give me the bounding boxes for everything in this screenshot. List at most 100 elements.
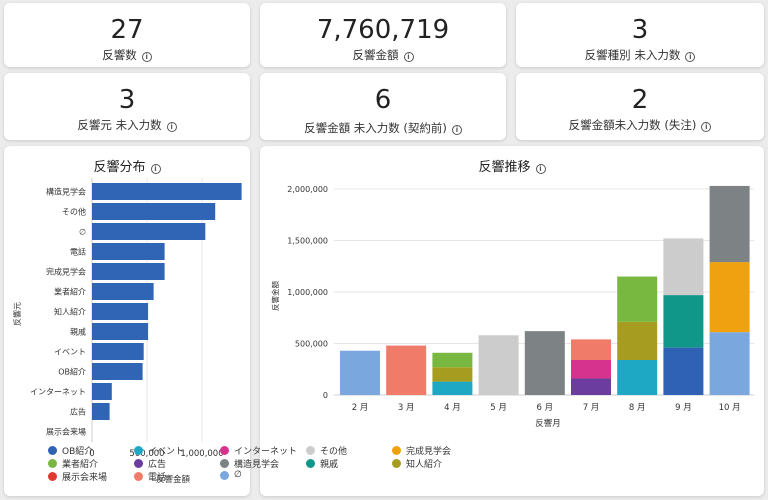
y-category-label: 広告 (70, 407, 86, 417)
trend-bar-segment[interactable] (340, 350, 380, 395)
info-icon[interactable]: i (166, 122, 177, 132)
legend-item[interactable]: 知人紹介 (392, 457, 442, 470)
legend-item[interactable]: 親戚 (306, 457, 338, 470)
y-tick-label: 0 (323, 391, 328, 400)
chart-title: 反響推移 (478, 160, 531, 175)
kpi-card-source-missing: 3 反響元 未入力数 i (4, 73, 250, 140)
kpi-label: 反響数 (102, 48, 137, 62)
legend-swatch (220, 459, 229, 468)
legend-label: 親戚 (320, 460, 339, 470)
x-axis-title: 反響月 (535, 418, 561, 429)
legend-label: その他 (320, 447, 348, 457)
legend-item[interactable]: インターネット (220, 444, 297, 457)
info-icon[interactable]: i (141, 52, 152, 62)
legend-label: 展示会来場 (62, 473, 108, 483)
legend-item[interactable]: 広告 (134, 457, 166, 470)
legend-label: 電話 (148, 473, 167, 483)
legend-label: インターネット (234, 447, 298, 457)
trend-bar-segment[interactable] (617, 359, 658, 395)
legend-item[interactable]: 業者紹介 (48, 457, 98, 470)
legend-swatch (134, 459, 143, 468)
legend-item[interactable]: ∅ (220, 470, 242, 480)
trend-bar-segment[interactable] (709, 262, 750, 333)
y-category-label: 業者紹介 (54, 287, 86, 297)
x-tick-label: 3 月 (398, 403, 415, 413)
legend-label: ∅ (234, 470, 242, 480)
trend-bar-segment[interactable] (709, 332, 750, 395)
y-category-label: 知人紹介 (54, 307, 86, 317)
trend-bar-segment[interactable] (663, 238, 704, 296)
trend-bar-segment[interactable] (432, 381, 473, 395)
trend-bar-segment[interactable] (571, 339, 611, 360)
kpi-label-wrap: 反響金額 i (260, 47, 506, 63)
legend-label: OB紹介 (62, 447, 94, 457)
legend-swatch (48, 472, 57, 481)
distribution-bar[interactable] (92, 323, 149, 340)
info-icon[interactable]: i (451, 125, 462, 135)
legend-item[interactable]: OB紹介 (48, 444, 93, 457)
trend-bar-segment[interactable] (663, 347, 704, 395)
y-tick-label: 1,000,000 (287, 288, 328, 297)
trend-bar-segment[interactable] (432, 352, 473, 368)
distribution-bar[interactable] (92, 203, 216, 220)
x-tick-label: 10 月 (719, 403, 741, 413)
distribution-bar[interactable] (92, 263, 165, 280)
trend-bar-segment[interactable] (432, 367, 473, 382)
y-category-label: 親戚 (70, 327, 86, 337)
x-tick-label: 0 (89, 449, 94, 459)
info-icon[interactable]: i (150, 164, 161, 174)
trend-bar-segment[interactable] (478, 335, 519, 395)
y-category-label: OB紹介 (58, 367, 86, 377)
legend-item[interactable]: その他 (306, 444, 347, 457)
legend-label: 知人紹介 (406, 460, 443, 470)
kpi-label-wrap: 反響数 i (4, 47, 250, 63)
distribution-bar[interactable] (92, 223, 206, 240)
distribution-bar[interactable] (92, 403, 110, 420)
info-icon[interactable]: i (701, 122, 712, 132)
trend-bar-segment[interactable] (571, 378, 611, 395)
trend-bar-segment[interactable] (571, 359, 611, 379)
info-icon[interactable]: i (535, 164, 546, 174)
legend-swatch (392, 459, 401, 468)
legend-label: 構造見学会 (234, 460, 280, 470)
trend-bar-segment[interactable] (386, 345, 427, 395)
y-category-label: ∅ (79, 228, 86, 237)
trend-bar-segment[interactable] (663, 295, 704, 348)
kpi-value: 27 (110, 15, 144, 45)
kpi-value: 3 (118, 85, 136, 115)
info-icon[interactable]: i (403, 52, 414, 62)
kpi-card-type-missing: 3 反響種別 未入力数 i (516, 3, 764, 67)
x-tick-label: 1,000,000 (180, 449, 223, 459)
x-tick-label: 2 月 (352, 403, 369, 413)
legend-item[interactable]: 展示会来場 (48, 470, 107, 483)
trend-bar-segment[interactable] (709, 185, 750, 263)
legend-item[interactable]: イベント (134, 444, 184, 457)
kpi-value: 2 (631, 85, 649, 115)
x-tick-label: 7 月 (583, 403, 600, 413)
distribution-bar[interactable] (92, 343, 144, 360)
y-category-label: その他 (62, 207, 86, 217)
trend-bar-segment[interactable] (524, 331, 565, 395)
distribution-chart: 0 500,000 1,000,000構造見学会その他∅電話完成見学会業者紹介知人紹… (12, 178, 242, 485)
kpi-label: 反響金額未入力数 (失注) (568, 118, 697, 132)
distribution-bar[interactable] (92, 363, 143, 380)
trend-bar-segment[interactable] (617, 276, 658, 322)
y-category-label: 電話 (70, 247, 86, 257)
kpi-label-wrap: 反響元 未入力数 i (4, 117, 250, 133)
legend-item[interactable]: 電話 (134, 470, 166, 483)
y-category-label: インターネット (30, 388, 86, 397)
trend-bar-segment[interactable] (617, 321, 658, 360)
legend-item[interactable]: 完成見学会 (392, 444, 451, 457)
y-tick-label: 500,000 (295, 340, 328, 349)
info-icon[interactable]: i (685, 52, 696, 62)
distribution-bar[interactable] (92, 383, 112, 400)
x-axis-title: 反響金額 (156, 474, 191, 485)
legend-item[interactable]: 構造見学会 (220, 457, 279, 470)
distribution-bar[interactable] (92, 243, 165, 260)
distribution-bar[interactable] (92, 283, 154, 300)
distribution-bar[interactable] (92, 183, 242, 200)
y-category-label: 完成見学会 (46, 267, 86, 277)
kpi-card-inquiry-count: 27 反響数 i (4, 3, 250, 67)
distribution-bar[interactable] (92, 303, 149, 320)
legend-swatch (306, 446, 315, 455)
